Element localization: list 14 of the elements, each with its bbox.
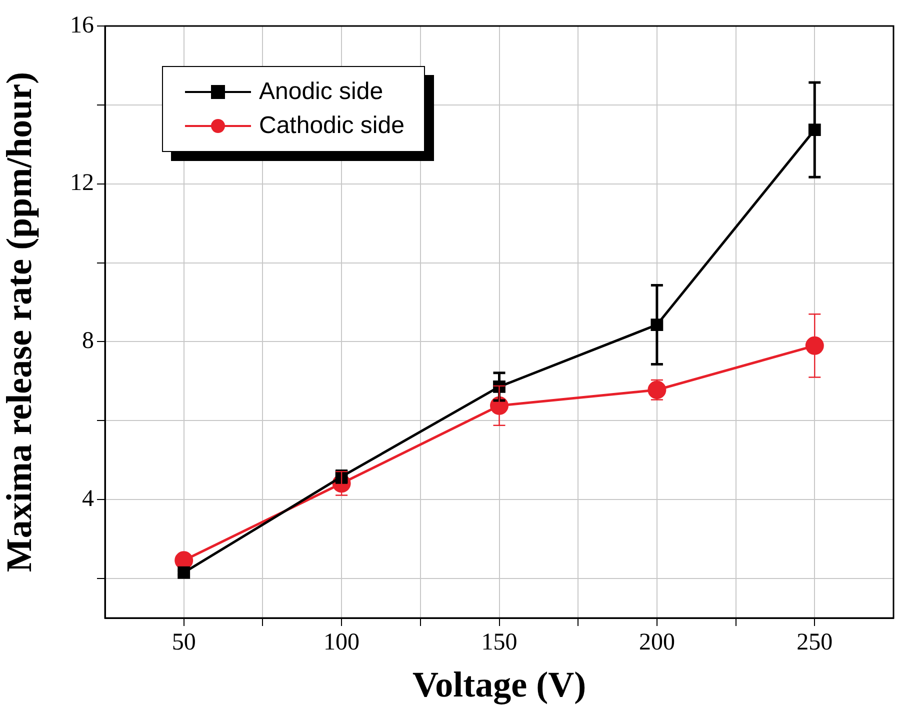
x-tick-label: 100 [324, 630, 360, 656]
point [805, 336, 824, 355]
x-tick-label: 250 [796, 630, 833, 656]
x-tick-label: 150 [481, 630, 518, 656]
x-tick-label: 200 [638, 630, 675, 656]
legend-label: Cathodic side [259, 112, 404, 140]
y-tick-label: 4 [82, 486, 94, 512]
x-tick-label: 50 [172, 630, 196, 656]
y-tick-label: 16 [70, 12, 94, 38]
y-axis-title: Maxima release rate (ppm/hour) [0, 72, 39, 572]
y-tick-label: 12 [70, 170, 94, 196]
x-axis-title: Voltage (V) [412, 664, 586, 705]
y-tick-label: 8 [82, 328, 94, 354]
legend-label: Anodic side [259, 78, 384, 106]
